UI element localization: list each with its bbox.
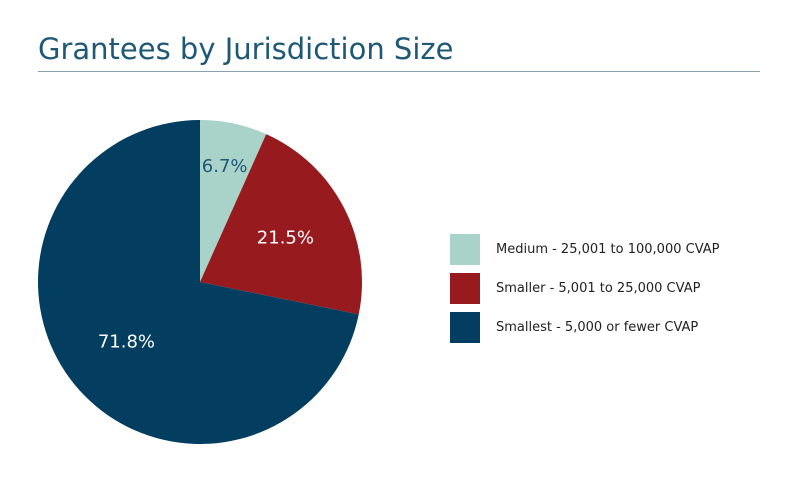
pie-slice-smaller: [200, 134, 362, 315]
legend-swatch-medium: [450, 234, 480, 265]
legend: Medium - 25,001 to 100,000 CVAP Smaller …: [450, 234, 720, 351]
legend-item-smallest: Smallest - 5,000 or fewer CVAP: [450, 312, 720, 343]
data-label-smaller: 21.5%: [257, 228, 314, 249]
title-divider: [38, 71, 760, 72]
legend-item-medium: Medium - 25,001 to 100,000 CVAP: [450, 234, 720, 265]
pie-slice-medium: [200, 120, 267, 282]
chart-title: Grantees by Jurisdiction Size: [38, 32, 454, 66]
legend-label-medium: Medium - 25,001 to 100,000 CVAP: [496, 242, 720, 257]
legend-swatch-smallest: [450, 312, 480, 343]
pie-slice-smallest: [37, 120, 359, 445]
legend-label-smaller: Smaller - 5,001 to 25,000 CVAP: [496, 281, 701, 296]
legend-swatch-smaller: [450, 273, 480, 304]
data-label-medium: 6.7%: [202, 156, 248, 177]
legend-label-smallest: Smallest - 5,000 or fewer CVAP: [496, 320, 699, 335]
data-label-smallest: 71.8%: [98, 332, 155, 353]
legend-item-smaller: Smaller - 5,001 to 25,000 CVAP: [450, 273, 720, 304]
